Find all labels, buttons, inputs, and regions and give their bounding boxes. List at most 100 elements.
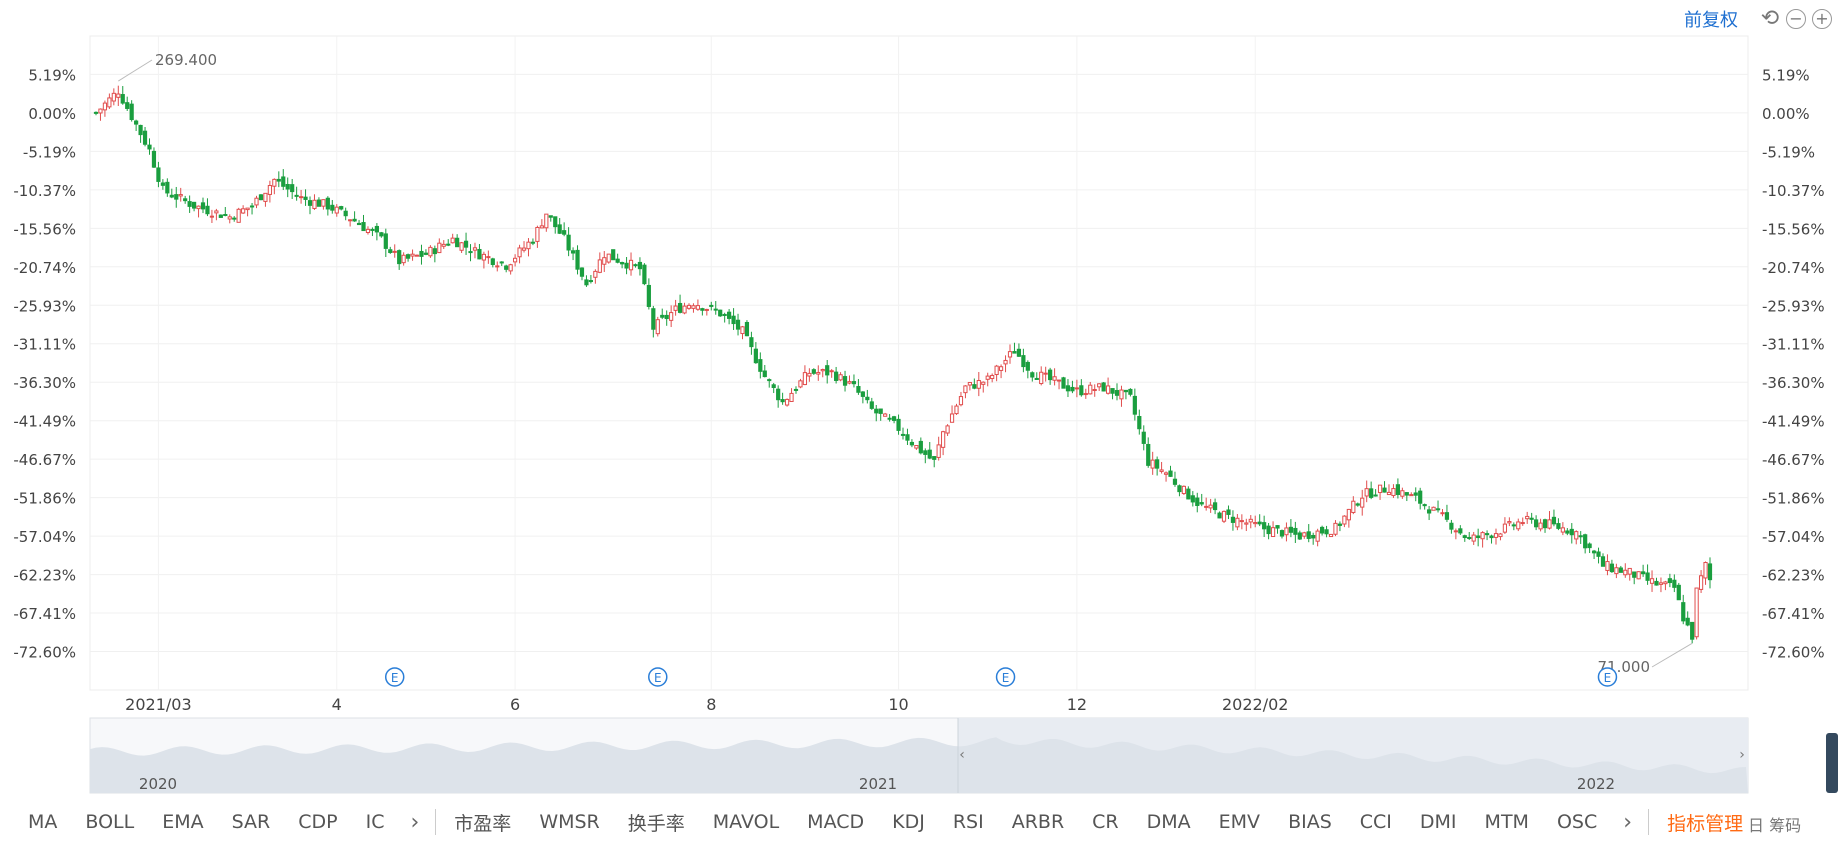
- candle-body: [1110, 388, 1115, 394]
- candle-body: [967, 381, 972, 386]
- tab-kdj[interactable]: KDJ: [892, 811, 925, 833]
- price-chart[interactable]: 5.19% 5.19% 0.00% 0.00% -5.19% -5.19% -10.37% -…: [0, 0, 1838, 800]
- candle-body: [860, 391, 865, 397]
- tab-osc[interactable]: OSC: [1556, 811, 1598, 833]
- candle-body: [624, 262, 629, 269]
- candle-body: [1547, 519, 1552, 529]
- candle-body: [227, 216, 232, 220]
- candle-body: [963, 385, 968, 394]
- tab-macd[interactable]: MACD: [807, 811, 865, 833]
- candle-body: [718, 309, 723, 317]
- zoom-out-icon[interactable]: −: [1786, 9, 1806, 29]
- candle-body: [1208, 504, 1213, 509]
- tab-arbr[interactable]: ARBR: [1011, 811, 1065, 833]
- candle-body: [160, 182, 165, 186]
- candle-body: [169, 194, 174, 198]
- candle-body: [1400, 490, 1405, 497]
- y-tick-label-left: -62.23%: [13, 567, 76, 585]
- candle-body: [495, 265, 500, 268]
- tab-换手率[interactable]: 换手率: [627, 812, 685, 835]
- candle-body: [682, 305, 687, 314]
- undo-icon[interactable]: ⟲: [1760, 6, 1780, 31]
- clipped-tool-label[interactable]: 日 筹码: [1748, 816, 1802, 835]
- tab-cdp[interactable]: CDP: [298, 811, 338, 833]
- candle-body: [1092, 388, 1097, 391]
- candle-body: [1083, 393, 1088, 396]
- tab-mtm[interactable]: MTM: [1484, 811, 1529, 833]
- tab-boll[interactable]: BOLL: [85, 811, 135, 833]
- candle-body: [820, 368, 825, 372]
- candle-body: [330, 204, 335, 211]
- candle-body: [1324, 529, 1329, 535]
- candle-body: [142, 130, 148, 145]
- candle-body: [303, 196, 308, 200]
- navigator-year-label: 2020: [139, 775, 177, 793]
- candle-body: [258, 194, 264, 201]
- tabs-scroll-arrow-right[interactable]: ›: [1623, 809, 1633, 835]
- candle-body: [339, 206, 344, 210]
- tab-ic[interactable]: IC: [365, 811, 385, 833]
- candle-body: [1623, 569, 1628, 576]
- candle-body: [93, 111, 99, 114]
- tab-ema[interactable]: EMA: [162, 811, 204, 833]
- indicator-manage-button[interactable]: 指标管理: [1667, 812, 1744, 835]
- tab-cr[interactable]: CR: [1092, 811, 1119, 833]
- tab-wmsr[interactable]: WMSR: [539, 811, 600, 833]
- adjustment-toggle[interactable]: 前复权: [1684, 10, 1738, 31]
- candle-body: [602, 257, 607, 265]
- tab-dma[interactable]: DMA: [1146, 811, 1191, 833]
- candle-body: [584, 279, 589, 286]
- candle-body: [530, 241, 536, 244]
- max-price-label: 269.400: [155, 51, 217, 69]
- y-tick-label-right: -72.60%: [1762, 643, 1825, 661]
- tab-emv[interactable]: EMV: [1218, 811, 1261, 833]
- zoom-in-icon[interactable]: +: [1812, 9, 1832, 29]
- candle-body: [477, 248, 482, 260]
- candle-body: [1065, 385, 1071, 392]
- candle-body: [1262, 522, 1267, 530]
- candle-body: [985, 375, 990, 380]
- candle-body: [1395, 484, 1401, 496]
- candle-body: [709, 304, 714, 307]
- candle-body: [878, 408, 883, 414]
- candle-body: [620, 262, 625, 265]
- candle-body: [397, 250, 402, 265]
- candle-body: [1123, 389, 1129, 393]
- candle-body: [1351, 500, 1356, 513]
- candle-body: [896, 418, 901, 431]
- tab-市盈率[interactable]: 市盈率: [454, 812, 512, 835]
- candle-body: [570, 250, 576, 254]
- candle-body: [196, 205, 201, 210]
- candle-body: [1311, 534, 1316, 539]
- tab-rsi[interactable]: RSI: [952, 811, 984, 833]
- candle-body: [575, 249, 580, 270]
- candle-body: [138, 124, 143, 136]
- tab-mavol[interactable]: MAVOL: [712, 811, 780, 833]
- tab-dmi[interactable]: DMI: [1419, 811, 1457, 833]
- tabs-scroll-arrow[interactable]: ›: [410, 809, 420, 835]
- candle-body: [972, 384, 977, 389]
- tab-ma[interactable]: MA: [28, 811, 58, 833]
- candle-body: [727, 311, 732, 319]
- candle-body: [1221, 510, 1227, 522]
- tab-bias[interactable]: BIAS: [1288, 811, 1332, 833]
- candle-body: [1391, 488, 1396, 497]
- candle-body: [1190, 495, 1195, 503]
- candle-body: [1596, 551, 1601, 557]
- candle-body: [767, 379, 772, 382]
- candle-body: [401, 254, 406, 264]
- candle-body: [909, 441, 915, 446]
- tab-sar[interactable]: SAR: [231, 811, 271, 833]
- candle-body: [905, 434, 910, 441]
- candle-body: [1270, 527, 1276, 538]
- navigator-area: [90, 737, 1748, 793]
- tab-cci[interactable]: CCI: [1359, 811, 1392, 833]
- candle-body: [771, 384, 776, 389]
- candle-body: [1444, 512, 1450, 520]
- candle-body: [1061, 377, 1066, 389]
- candle-body: [780, 399, 785, 403]
- candle-body: [316, 199, 322, 207]
- candle-body: [562, 230, 567, 235]
- candle-body: [1471, 534, 1476, 542]
- candle-body: [1578, 535, 1583, 538]
